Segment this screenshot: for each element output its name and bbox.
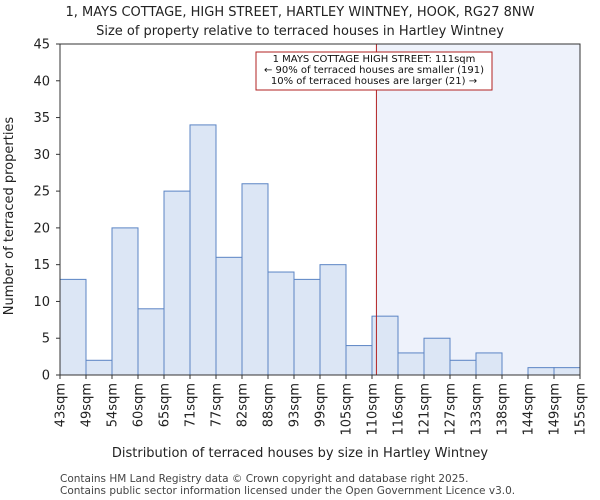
x-tick-label-93sqm: 93sqm (288, 383, 303, 427)
chart-title: 1, MAYS COTTAGE, HIGH STREET, HARTLEY WI… (66, 5, 535, 20)
y-ticks: 0 5 10 15 20 25 30 35 40 45 (33, 38, 60, 384)
annotation-line-3: 10% of terraced houses are larger (21) → (271, 76, 477, 87)
y-tick-label-15: 15 (33, 258, 50, 273)
x-tick-label-49sqm: 49sqm (80, 383, 95, 427)
x-tick-label-155sqm: 155sqm (574, 383, 589, 436)
bar-105sqm (345, 345, 373, 376)
x-tick-label-43sqm: 43sqm (54, 383, 69, 427)
annotation-line-2: ← 90% of terraced houses are smaller (19… (264, 65, 484, 76)
annotation-box: 1 MAYS COTTAGE HIGH STREET: 111sqm ← 90%… (255, 51, 493, 91)
x-tick-label-138sqm: 138sqm (496, 383, 511, 436)
x-tick-label-121sqm: 121sqm (418, 383, 433, 436)
x-tick-label-65sqm: 65sqm (158, 383, 173, 427)
y-tick-label-35: 35 (33, 111, 50, 126)
x-tick-label-116sqm: 116sqm (392, 383, 407, 436)
y-tick-label-5: 5 (42, 332, 50, 347)
y-tick-label-45: 45 (33, 38, 50, 53)
bar-121sqm (423, 337, 451, 376)
footer-line-2: Contains public sector information licen… (60, 485, 515, 497)
bar-65sqm (163, 190, 191, 376)
y-tick-label-10: 10 (33, 295, 50, 310)
bar-54sqm (111, 227, 139, 376)
bar-149sqm (553, 367, 581, 376)
bar-127sqm (449, 359, 477, 376)
annotation-frame (255, 51, 493, 91)
x-tick-label-54sqm: 54sqm (106, 383, 121, 427)
x-tick-label-110sqm: 110sqm (366, 383, 381, 436)
y-tick-label-40: 40 (33, 74, 50, 89)
x-ticks: 43sqm 49sqm 54sqm 60sqm 65sqm 71sqm 77sqm 82sqm… (54, 375, 589, 436)
x-tick-label-82sqm: 82sqm (236, 383, 251, 427)
x-tick-label-60sqm: 60sqm (132, 383, 147, 427)
x-tick-label-71sqm: 71sqm (184, 383, 199, 427)
bar-99sqm (319, 264, 347, 376)
bar-133sqm (475, 352, 503, 376)
y-tick-label-20: 20 (33, 221, 50, 236)
bar-43sqm (59, 278, 87, 376)
bar-49sqm (85, 359, 113, 376)
x-tick-label-77sqm: 77sqm (210, 383, 225, 427)
bar-144sqm (527, 367, 555, 376)
y-axis-label: Number of terraced properties (2, 117, 17, 316)
annotation-line-1: 1 MAYS COTTAGE HIGH STREET: 111sqm (273, 54, 476, 65)
bar-82sqm (241, 183, 269, 376)
x-tick-label-133sqm: 133sqm (470, 383, 485, 436)
x-tick-label-99sqm: 99sqm (314, 383, 329, 427)
chart-subtitle: Size of property relative to terraced ho… (96, 24, 504, 39)
bar-93sqm (293, 278, 321, 376)
footer-line-1: Contains HM Land Registry data © Crown c… (60, 473, 468, 485)
x-tick-label-88sqm: 88sqm (262, 383, 277, 427)
y-tick-label-30: 30 (33, 148, 50, 163)
x-axis-label: Distribution of terraced houses by size … (112, 446, 489, 461)
bar-88sqm (267, 271, 295, 376)
x-tick-label-144sqm: 144sqm (522, 383, 537, 436)
larger-properties-region (376, 44, 580, 375)
bars (59, 124, 581, 376)
bar-77sqm (215, 256, 243, 376)
x-tick-label-127sqm: 127sqm (444, 383, 459, 436)
bar-110sqm (371, 315, 399, 376)
y-tick-label-25: 25 (33, 185, 50, 200)
bar-60sqm (137, 308, 165, 376)
x-tick-label-149sqm: 149sqm (548, 383, 563, 436)
x-tick-label-105sqm: 105sqm (340, 383, 355, 436)
bar-71sqm (189, 124, 217, 376)
bar-116sqm (397, 352, 425, 376)
y-tick-label-0: 0 (42, 369, 50, 384)
